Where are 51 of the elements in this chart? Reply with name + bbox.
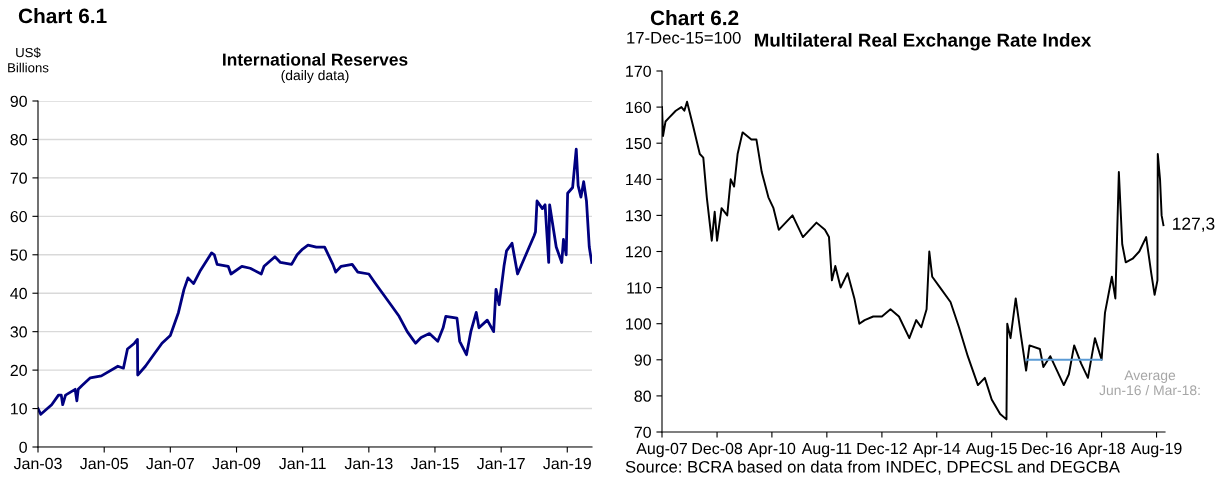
y-tick-label: 90: [10, 95, 27, 107]
y-tick-label: 30: [10, 326, 27, 338]
x-tick-label: Jan-13: [344, 457, 393, 470]
y-tick-label: 120: [626, 246, 651, 258]
x-tick-label: Dec-08: [692, 442, 743, 455]
annotation: Average Jun-16 / Mar-18:: [1099, 370, 1200, 396]
x-tick-label: Dec-16: [1022, 442, 1072, 455]
y-tick-label: 160: [626, 101, 651, 114]
chart-subtitle: Multilateral Real Exchange Rate Index: [754, 33, 1092, 51]
x-tick-label: Jan-05: [80, 457, 128, 470]
x-tick-label: Aug-07: [636, 442, 687, 458]
y-tick-label: 170: [626, 65, 651, 77]
y-tick-label: 70: [10, 172, 27, 184]
y-tick-label: 90: [634, 354, 651, 366]
x-tick-label: Jan-07: [146, 457, 194, 470]
x-tick-label: Apr-10: [747, 442, 796, 458]
y-tick-label: 110: [627, 282, 651, 294]
x-tick-label: Dec-12: [857, 442, 907, 455]
x-tick-label: Apr-14: [912, 443, 961, 458]
chart-subtitle: International Reserves: [223, 53, 408, 66]
y-tick-label: 0: [19, 441, 27, 453]
text: (daily data): [281, 70, 349, 83]
x-tick-label: Jan-15: [410, 458, 459, 470]
y-tick-label: 10: [11, 403, 27, 415]
y-tick-label: 80: [634, 390, 651, 402]
line-series: [38, 147, 592, 416]
y-tick-label: 80: [10, 134, 27, 146]
x-tick-label: Jan-03: [13, 457, 62, 470]
x-tick-label: Jan-17: [476, 458, 525, 470]
source-note: Source: BCRA based on data from INDEC, DPECSL and DEGCBA: [625, 460, 1120, 475]
y-axis-title: 17-Dec-15=100: [627, 31, 741, 44]
x-tick-label: Aug-11: [801, 443, 852, 458]
x-tick-label: Aug-19: [1130, 442, 1182, 458]
chart-title: Chart 6.2: [650, 10, 739, 26]
y-tick-label: 50: [10, 249, 27, 261]
y-tick-label: 130: [626, 210, 651, 222]
y-tick-label: 40: [10, 287, 27, 300]
y-tick-label: 70: [634, 426, 651, 438]
annotation: 127,3: [1173, 217, 1215, 232]
x-tick-label: Apr-18: [1077, 442, 1125, 458]
chart-title: Chart 6.1: [18, 8, 107, 24]
y-tick-label: 20: [10, 364, 27, 377]
y-tick-label: 60: [10, 210, 27, 223]
x-tick-label: Jan-11: [279, 458, 326, 470]
x-tick-label: Jan-09: [212, 457, 261, 470]
x-tick-label: Aug-15: [965, 443, 1017, 458]
x-tick-label: Jan-19: [543, 457, 591, 470]
y-tick-label: 140: [626, 173, 651, 186]
y-axis-title: US$ Billions: [8, 47, 49, 73]
y-tick-label: 150: [626, 137, 651, 150]
y-tick-label: 100: [626, 318, 651, 330]
